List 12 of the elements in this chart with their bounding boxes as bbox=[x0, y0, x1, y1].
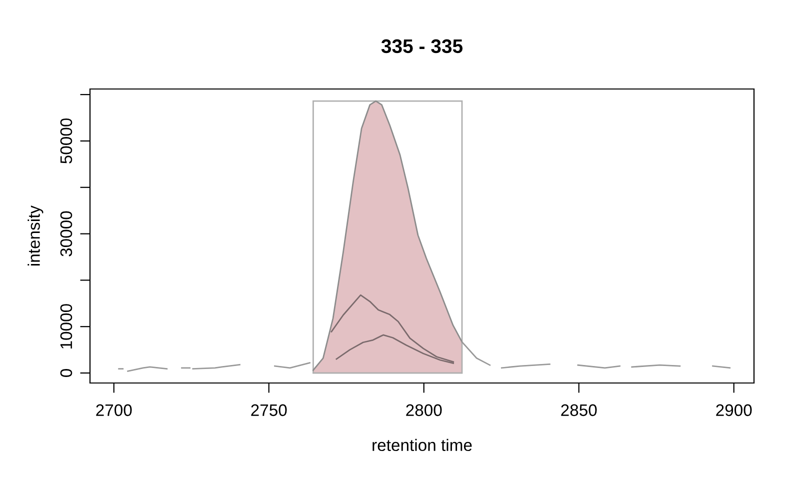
chart-title: 335 - 335 bbox=[381, 39, 463, 54]
x-tick-label: 2900 bbox=[716, 404, 752, 416]
x-axis-title: retention time bbox=[372, 438, 472, 452]
x-tick-label: 2750 bbox=[251, 404, 287, 416]
x-tick-label: 2700 bbox=[96, 404, 132, 416]
y-tick-label: 30000 bbox=[60, 211, 72, 256]
x-tick-label: 2850 bbox=[561, 404, 597, 416]
y-tick-label: 10000 bbox=[60, 304, 72, 348]
x-tick-label: 2800 bbox=[406, 404, 442, 416]
y-tick-label: 0 bbox=[60, 369, 72, 377]
y-axis-title: intensity bbox=[28, 205, 44, 266]
y-tick-label: 50000 bbox=[60, 118, 72, 164]
